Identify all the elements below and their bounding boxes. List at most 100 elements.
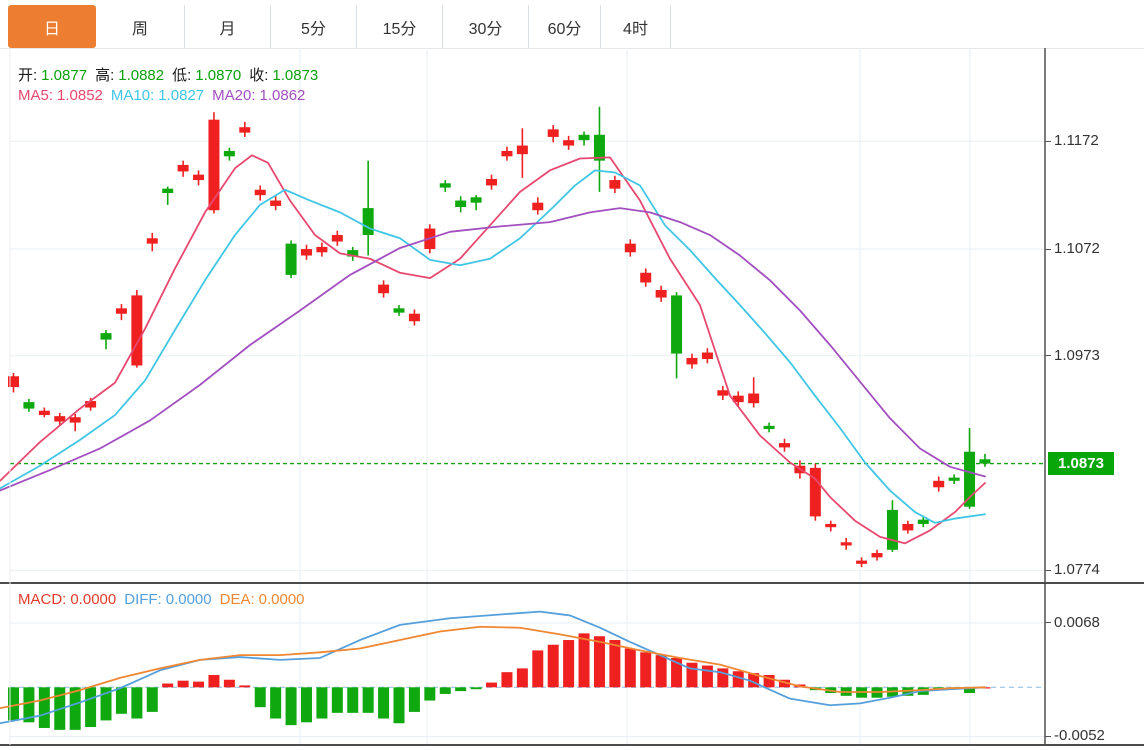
macd-histogram-bar bbox=[100, 687, 112, 721]
candle-body bbox=[193, 174, 205, 181]
macd-readout: MACD: 0.0000 DIFF: 0.0000 DEA: 0.0000 bbox=[18, 591, 313, 608]
macd-histogram-bar bbox=[640, 652, 652, 688]
tab-周[interactable]: 周 bbox=[96, 5, 185, 48]
macd-histogram-bar bbox=[779, 679, 790, 688]
macd-histogram-bar bbox=[671, 657, 683, 688]
macd-histogram-bar bbox=[223, 679, 235, 688]
candle-body bbox=[38, 410, 50, 416]
candle-body bbox=[532, 202, 544, 211]
candle-body bbox=[809, 467, 821, 517]
macd-histogram-bar bbox=[763, 675, 775, 688]
candle-body bbox=[578, 134, 590, 141]
ohlc-value: 1.0877 bbox=[41, 67, 88, 84]
candle-body bbox=[856, 560, 868, 564]
macd-histogram-bar bbox=[131, 687, 143, 719]
macd-histogram-bar bbox=[254, 687, 266, 708]
candle-body bbox=[886, 509, 898, 550]
candle-body bbox=[547, 129, 559, 137]
macd-histogram-bar bbox=[208, 675, 220, 688]
ohlc-label: 高: bbox=[95, 67, 115, 84]
axis-tick bbox=[1045, 140, 1051, 142]
macd-histogram-bar bbox=[424, 687, 436, 701]
price-axis-label: 1.1172 bbox=[1054, 132, 1099, 150]
tab-30分[interactable]: 30分 bbox=[443, 5, 529, 48]
candle-body bbox=[455, 200, 467, 208]
candle-body bbox=[69, 417, 81, 423]
timeframe-tabbar: 日周月 5分 15分 30分 60分 4时 bbox=[8, 5, 671, 48]
candle-body bbox=[917, 519, 929, 524]
macd-item: DIFF: 0.0000 bbox=[124, 591, 215, 608]
ma-value: 1.0852 bbox=[57, 87, 103, 104]
macd-histogram-bar bbox=[115, 687, 127, 714]
tab-4时[interactable]: 4时 bbox=[601, 5, 671, 48]
ohlc-item: 开: 1.0877 bbox=[18, 67, 91, 84]
price-axis-label: 1.0973 bbox=[1054, 346, 1100, 364]
ma-item: MA20: 1.0862 bbox=[212, 87, 309, 104]
candle-body bbox=[979, 459, 991, 464]
candle-body bbox=[640, 272, 652, 283]
macd-label: DEA: bbox=[219, 591, 255, 608]
candle-body bbox=[8, 376, 19, 388]
macd-histogram-bar bbox=[547, 644, 559, 688]
macd-histogram-bar bbox=[516, 668, 528, 688]
macd-histogram-bar bbox=[285, 687, 297, 726]
tab-60分[interactable]: 60分 bbox=[529, 5, 601, 48]
candle-body bbox=[624, 243, 636, 253]
macd-histogram-bar bbox=[701, 665, 713, 688]
tab-月[interactable]: 月 bbox=[185, 5, 271, 48]
candle-body bbox=[300, 249, 312, 256]
macd-histogram-bar bbox=[162, 683, 174, 688]
ohlc-label: 开: bbox=[18, 67, 38, 84]
macd-histogram-bar bbox=[193, 681, 205, 688]
macd-histogram-bar bbox=[146, 687, 158, 712]
macd-histogram-bar bbox=[655, 655, 667, 688]
macd-histogram-bar bbox=[609, 640, 621, 688]
ohlc-value: 1.0882 bbox=[118, 67, 165, 84]
ohlc-readout: 开: 1.0877 高: 1.0882 低: 1.0870 收: 1.0873 bbox=[18, 64, 326, 85]
candle-body bbox=[285, 243, 297, 275]
ma-readout: MA5: 1.0852 MA10: 1.0827 MA20: 1.0862 bbox=[18, 87, 313, 104]
macd-value: 0.0000 bbox=[165, 591, 212, 608]
macd-axis-label: -0.0052 bbox=[1054, 727, 1105, 745]
candle-body bbox=[177, 164, 189, 172]
macd-dea-line bbox=[0, 625, 986, 710]
candle-body bbox=[239, 127, 251, 133]
ma20-line bbox=[0, 207, 986, 492]
candle-body bbox=[948, 477, 960, 481]
macd-item: DEA: 0.0000 bbox=[220, 591, 309, 608]
macd-histogram-bar bbox=[964, 687, 976, 693]
macd-histogram-bar bbox=[563, 640, 575, 688]
tab-5分[interactable]: 5分 bbox=[271, 5, 357, 48]
macd-histogram-bar bbox=[300, 687, 312, 723]
macd-histogram-bar bbox=[748, 673, 760, 688]
candle-body bbox=[701, 352, 713, 360]
macd-histogram-bar bbox=[686, 662, 698, 688]
candle-body bbox=[655, 290, 667, 298]
candle-body bbox=[162, 188, 174, 193]
macd-histogram-bar bbox=[177, 680, 189, 688]
ma5-line bbox=[0, 154, 986, 545]
candle-body bbox=[131, 295, 143, 366]
macd-histogram-bar bbox=[439, 687, 451, 694]
macd-item: MACD: 0.0000 bbox=[18, 591, 120, 608]
macd-histogram-bar bbox=[331, 687, 343, 713]
macd-histogram-bar bbox=[486, 682, 498, 688]
ma-label: MA20: bbox=[212, 87, 256, 104]
tab-日[interactable]: 日 bbox=[8, 5, 96, 48]
macd-axis-label: 0.0068 bbox=[1054, 613, 1100, 631]
candle-body bbox=[501, 150, 513, 157]
macd-histogram-bar bbox=[455, 687, 467, 692]
candle-body bbox=[671, 295, 683, 354]
candle-body bbox=[470, 197, 482, 203]
candle-body bbox=[964, 451, 976, 507]
axis-tick bbox=[1045, 355, 1051, 357]
candle-body bbox=[933, 480, 945, 488]
macd-histogram-bar bbox=[69, 687, 81, 730]
tab-15分[interactable]: 15分 bbox=[357, 5, 443, 48]
ohlc-value: 1.0870 bbox=[195, 67, 242, 84]
axis-tick bbox=[1045, 622, 1051, 624]
current-price-badge: 1.0873 bbox=[1048, 452, 1114, 476]
ma10-line bbox=[0, 169, 986, 524]
